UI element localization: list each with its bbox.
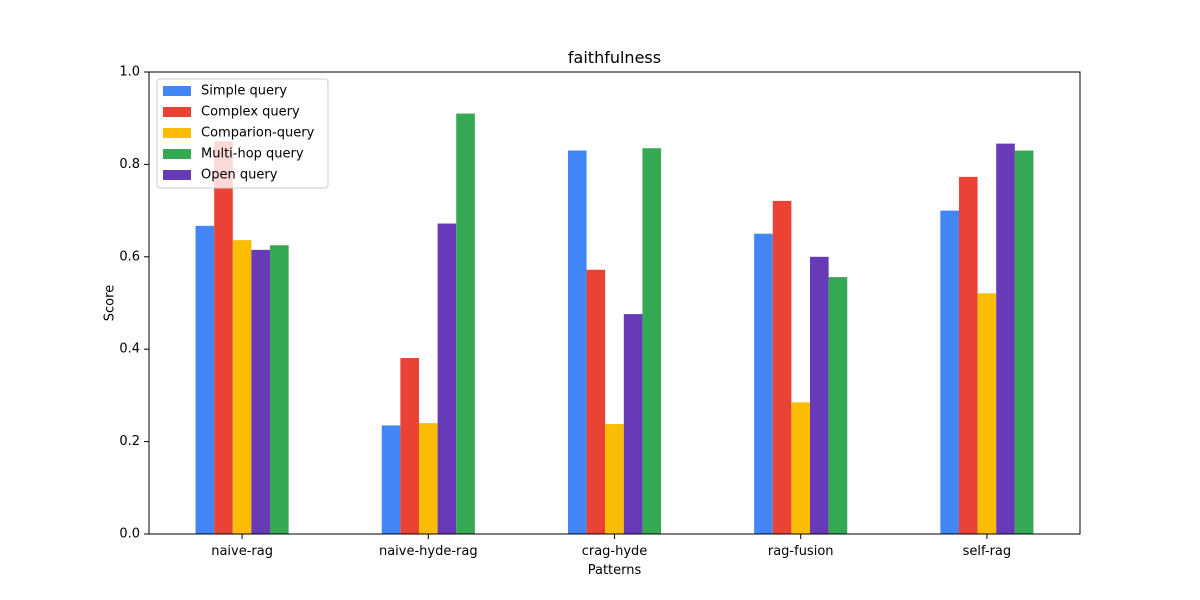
legend-label: Complex query: [201, 105, 300, 120]
bar-naive-hyde-rag-simple-query: [381, 425, 401, 534]
x-tick-label: naive-rag: [211, 544, 273, 559]
y-tick-label: 0.0: [119, 527, 140, 542]
legend-label: Open query: [201, 168, 278, 183]
y-tick-label: 0.8: [119, 157, 140, 172]
x-tick-label: crag-hyde: [582, 544, 648, 559]
bar-crag-hyde-complex-query: [586, 269, 606, 534]
bar-rag-fusion-open-query: [810, 256, 829, 534]
bar-naive-rag-multi-hop-query: [270, 245, 289, 534]
x-axis-label: Patterns: [588, 563, 642, 578]
bar-naive-rag-comparion-query: [232, 240, 252, 535]
legend-swatch: [163, 170, 191, 180]
bar-rag-fusion-complex-query: [772, 200, 792, 534]
bar-naive-hyde-rag-open-query: [437, 223, 457, 535]
y-axis-label: Score: [103, 285, 118, 321]
legend-label: Simple query: [201, 84, 287, 99]
chart-title: faithfulness: [568, 48, 661, 67]
bar-crag-hyde-simple-query: [567, 150, 587, 535]
bar-naive-rag-complex-query: [214, 141, 233, 535]
y-tick-label: 0.6: [119, 249, 140, 264]
bars-layer: [195, 113, 1034, 535]
bar-self-rag-open-query: [996, 143, 1015, 535]
bar-self-rag-comparion-query: [977, 293, 997, 534]
bar-crag-hyde-open-query: [623, 314, 643, 534]
bar-naive-hyde-rag-comparion-query: [418, 423, 438, 534]
bar-naive-hyde-rag-multi-hop-query: [456, 113, 475, 534]
legend-label: Multi-hop query: [201, 147, 304, 162]
bar-naive-rag-simple-query: [195, 225, 215, 534]
x-tick-label: rag-fusion: [768, 544, 834, 559]
y-tick-label: 1.0: [119, 65, 140, 80]
bar-crag-hyde-multi-hop-query: [642, 148, 662, 535]
y-tick-label: 0.2: [119, 434, 140, 449]
bar-self-rag-simple-query: [940, 210, 959, 534]
bar-self-rag-complex-query: [958, 176, 978, 534]
bar-rag-fusion-comparion-query: [791, 402, 811, 534]
legend: Simple query Complex query Comparion-query…: [156, 78, 329, 189]
bar-rag-fusion-simple-query: [754, 233, 773, 534]
legend-swatch: [163, 86, 191, 96]
legend-swatch: [163, 107, 191, 117]
bar-crag-hyde-comparion-query: [605, 424, 624, 534]
legend-swatch: [163, 149, 191, 159]
legend-swatch: [163, 128, 191, 138]
x-tick-label: self-rag: [963, 544, 1012, 559]
bar-naive-rag-open-query: [251, 249, 271, 534]
bar-rag-fusion-multi-hop-query: [828, 277, 848, 534]
legend-label: Comparion-query: [201, 126, 315, 141]
y-tick-label: 0.4: [119, 342, 140, 357]
axes-layer: 0.0 0.2 0.4 0.6 0.8 1.0 naive-rag naive-hyde-ra…: [119, 65, 1011, 560]
bar-self-rag-multi-hop-query: [1014, 150, 1034, 535]
bar-naive-hyde-rag-complex-query: [400, 357, 419, 534]
legend-box: [156, 78, 329, 189]
x-tick-label: naive-hyde-rag: [379, 544, 478, 559]
